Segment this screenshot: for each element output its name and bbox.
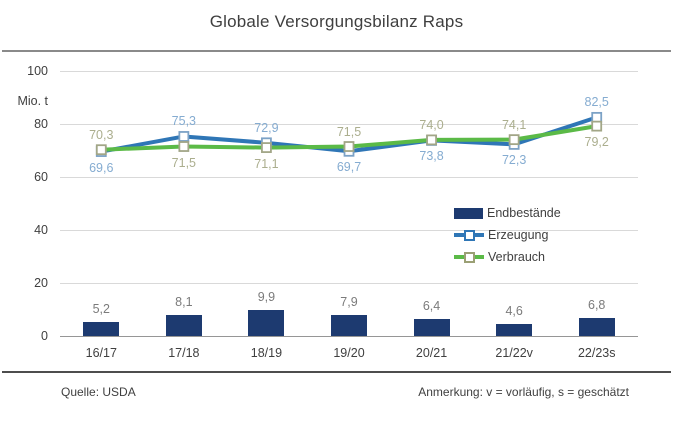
legend-line-marker [464,229,475,241]
verbrauch-value-label: 70,3 [89,127,114,142]
endbest-nde-bar-21-22v [496,323,533,336]
verbrauch-value-label: 71,1 [254,156,279,171]
y-tick-label-60: 60 [34,170,48,184]
y-tick-label-80: 80 [34,117,48,131]
erzeugung-value-label: 72,9 [254,120,279,135]
legend-label-verbrauch: Verbrauch [488,250,545,264]
erzeugung-value-label: 82,5 [584,95,609,110]
footer-divider [2,371,671,373]
y-tick-label-0: 0 [41,329,48,343]
x-axis-label-19-20: 19/20 [333,346,365,360]
chart-title: Globale Versorgungsbilanz Raps [209,12,464,31]
gridline-60 [60,177,638,178]
source-note: Quelle: USDA [61,385,136,399]
x-axis-label-16-17: 16/17 [85,346,117,360]
annotation-note: Anmerkung: v = vorläufig, s = geschätzt [418,385,629,399]
x-axis-label-18-19: 18/19 [250,346,283,360]
legend-item-endbest-nde: Endbestände [454,202,561,224]
endbest-nde-bar-16-17 [83,322,120,336]
legend-line-swatch [454,251,484,263]
x-axis-line [60,336,638,337]
legend-line-swatch [454,229,484,241]
erzeugung-value-label: 72,3 [501,153,527,168]
erzeugung-value-label: 73,8 [419,149,444,164]
verbrauch-value-label: 74,1 [501,117,527,132]
verbrauch-marker-16-17 [95,144,107,156]
verbrauch-marker-17-18 [178,141,190,152]
erzeugung-marker-21-22v [508,139,520,150]
verbrauch-marker-18-19 [261,142,272,153]
verbrauch-value-label: 71,5 [336,124,362,139]
gridline-40 [60,230,638,231]
legend-item-verbrauch: Verbrauch [454,246,561,268]
endbest-nde-bar-20-21 [413,319,450,336]
legend-item-erzeugung: Erzeugung [454,224,561,246]
verbrauch-marker-19-20 [343,141,355,152]
legend-label-erzeugung: Erzeugung [488,228,549,242]
x-axis-label-21-22v: 21/22v [495,346,533,360]
verbrauch-marker-20-21 [426,134,437,146]
endbest-nde-value-label: 6,8 [588,297,606,312]
erzeugung-marker-19-20 [343,145,355,157]
verbrauch-marker-21-22v [508,134,520,146]
verbrauch-value-label: 74,0 [419,117,444,132]
y-axis-unit-label: Mio. t [17,94,48,108]
endbest-nde-bar-22-23s [578,317,615,336]
legend-label-endbest-nde: Endbestände [487,206,561,220]
erzeugung-value-label: 75,3 [171,114,197,129]
y-tick-label-20: 20 [34,276,48,290]
erzeugung-value-label: 69,7 [336,160,362,175]
title-divider [2,50,671,52]
y-tick-label-100: 100 [27,64,48,78]
x-axis-label-17-18: 17/18 [168,346,200,360]
gridline-20 [60,283,638,284]
erzeugung-marker-18-19 [261,137,272,149]
x-axis-label-20-21: 20/21 [415,346,448,360]
erzeugung-marker-17-18 [178,131,190,142]
endbest-nde-bar-18-19 [248,309,285,336]
endbest-nde-value-label: 9,9 [257,289,276,304]
endbest-nde-value-label: 7,9 [340,295,358,310]
verbrauch-value-label: 79,2 [584,135,609,150]
endbest-nde-value-label: 8,1 [175,294,193,309]
legend-bar-swatch [454,207,483,219]
endbest-nde-bar-19-20 [331,315,367,336]
endbest-nde-value-label: 5,2 [92,302,110,317]
gridline-100 [60,71,638,72]
y-tick-label-40: 40 [34,223,48,237]
erzeugung-marker-16-17 [95,146,107,157]
endbest-nde-value-label: 6,4 [422,299,441,314]
verbrauch-marker-22-23s [591,120,603,132]
erzeugung-marker-20-21 [426,135,437,146]
endbest-nde-value-label: 4,6 [505,303,523,318]
endbest-nde-bar-17-18 [165,314,202,336]
legend: Endbestände Erzeugung Verbrauch [454,202,561,268]
legend-line-marker [464,251,475,263]
verbrauch-value-label: 71,5 [171,155,197,170]
x-axis-label-22-23s: 22/23s [577,346,616,360]
erzeugung-value-label: 69,6 [89,160,114,175]
erzeugung-marker-22-23s [591,111,603,123]
